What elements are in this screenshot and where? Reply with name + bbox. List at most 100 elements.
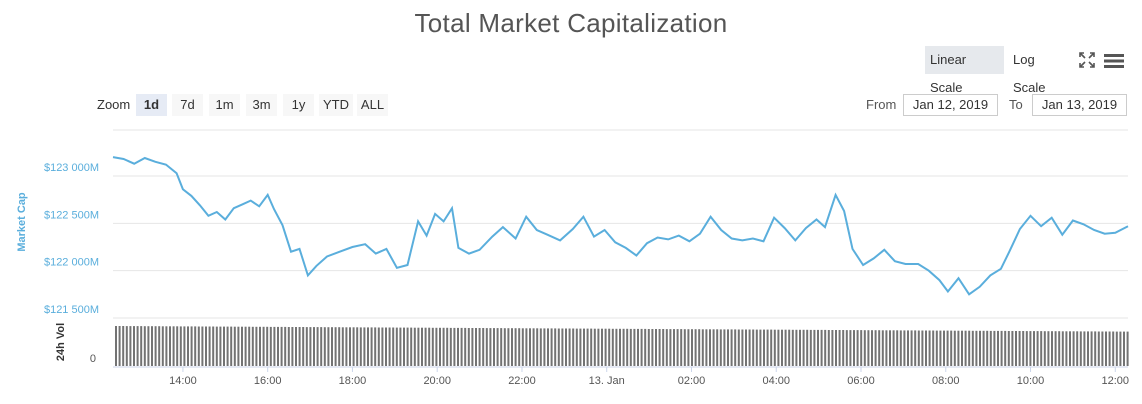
volume-bar <box>935 330 938 366</box>
volume-axis-zero: 0 <box>90 353 96 365</box>
range-to-input[interactable]: Jan 13, 2019 <box>1032 94 1127 116</box>
volume-bar <box>122 326 125 366</box>
volume-bar <box>183 326 186 366</box>
x-tick-label: 06:00 <box>847 375 875 387</box>
volume-bar <box>1115 331 1118 366</box>
zoom-1y-button[interactable]: 1y <box>283 94 314 116</box>
x-tick-label: 13. Jan <box>589 375 625 387</box>
volume-bar <box>1054 331 1057 366</box>
volume-bar <box>752 329 755 366</box>
volume-bar <box>147 326 150 366</box>
volume-bar <box>968 330 971 366</box>
volume-bar <box>676 329 679 366</box>
hamburger-menu-icon[interactable] <box>1104 53 1124 69</box>
volume-bar <box>878 330 881 366</box>
range-from-input[interactable]: Jan 12, 2019 <box>903 94 998 116</box>
volume-bar <box>334 327 337 366</box>
volume-bar <box>820 329 823 366</box>
volume-bar <box>835 330 837 366</box>
x-tick-label: 10:00 <box>1017 375 1045 387</box>
volume-bar <box>302 327 305 366</box>
volume-bar <box>406 327 409 366</box>
volume-bar <box>323 327 326 366</box>
linear-scale-button[interactable]: Linear Scale <box>925 46 1004 95</box>
volume-bar <box>705 329 708 366</box>
volume-bar <box>507 328 510 366</box>
volume-bar <box>543 328 546 366</box>
volume-bar <box>536 328 539 366</box>
range-from-label: From <box>866 97 897 112</box>
volume-bar <box>953 330 956 366</box>
volume-bar <box>370 327 373 366</box>
volume-bar <box>622 328 625 366</box>
volume-bar <box>284 326 287 366</box>
log-scale-button[interactable]: Log Scale <box>1013 52 1046 95</box>
volume-bar <box>673 329 675 366</box>
volume-bar <box>320 327 323 366</box>
volume-bar <box>467 328 470 366</box>
zoom-3m-button[interactable]: 3m <box>246 94 277 116</box>
volume-bar <box>449 327 452 366</box>
volume-bar <box>619 328 621 366</box>
volume-bar <box>1011 331 1014 366</box>
volume-bar <box>604 328 607 366</box>
volume-bar <box>773 329 776 366</box>
zoom-1m-button[interactable]: 1m <box>209 94 240 116</box>
volume-bar <box>781 329 783 366</box>
volume-bar <box>363 327 366 366</box>
volume-bar <box>291 327 294 366</box>
volume-bar <box>817 329 819 366</box>
volume-bar <box>165 326 168 366</box>
volume-bar <box>896 330 899 366</box>
volume-bar <box>755 329 758 366</box>
volume-bar <box>442 327 445 366</box>
volume-bar <box>838 330 841 366</box>
volume-bar <box>151 326 153 366</box>
volume-bar <box>1033 331 1035 366</box>
x-tick-label: 18:00 <box>339 375 367 387</box>
volume-bar <box>453 327 456 366</box>
volume-bar <box>223 326 225 366</box>
volume-bar <box>680 329 683 366</box>
volume-bar <box>1058 331 1061 366</box>
volume-bar <box>514 328 517 366</box>
grid-lines <box>113 129 1128 319</box>
volume-bar <box>525 328 528 366</box>
market-cap-line <box>112 156 1129 296</box>
volume-bar <box>691 329 693 366</box>
zoom-7d-button[interactable]: 7d <box>172 94 203 116</box>
volume-bar <box>601 328 603 366</box>
volume-bar <box>860 330 863 366</box>
volume-bar <box>187 326 189 366</box>
volume-bar <box>280 326 283 366</box>
volume-bar <box>727 329 729 366</box>
volume-bar <box>719 329 722 366</box>
volume-bar <box>871 330 873 366</box>
x-tick-label: 20:00 <box>423 375 451 387</box>
volume-bar <box>845 330 848 366</box>
volume-bar <box>979 330 981 366</box>
volume-bar <box>125 326 128 366</box>
volume-bar <box>874 330 877 366</box>
range-to-label: To <box>1009 97 1023 112</box>
volume-bar <box>716 329 719 366</box>
volume-bar <box>327 327 330 366</box>
volume-bar <box>511 328 513 366</box>
zoom-1d-button[interactable]: 1d <box>136 94 167 116</box>
volume-bar <box>899 330 902 366</box>
volume-bar <box>914 330 917 366</box>
volume-bar <box>381 327 384 366</box>
volume-bar <box>485 328 488 366</box>
volume-bar <box>561 328 564 366</box>
volume-bar <box>197 326 200 366</box>
volume-bar <box>946 330 949 366</box>
zoom-all-button[interactable]: ALL <box>357 94 388 116</box>
volume-bar <box>503 328 506 366</box>
volume-bar <box>356 327 359 366</box>
volume-bar <box>795 329 798 366</box>
volume-bar <box>539 328 542 366</box>
fullscreen-icon[interactable] <box>1078 51 1096 69</box>
volume-bar <box>665 329 668 366</box>
zoom-ytd-button[interactable]: YTD <box>319 94 353 116</box>
y-tick-label: $122 000M <box>44 257 99 269</box>
